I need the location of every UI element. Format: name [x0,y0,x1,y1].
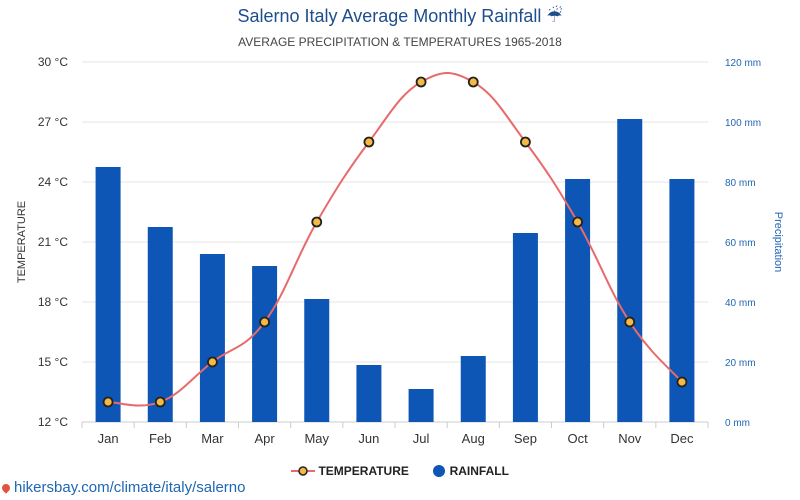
right-tick-label: 100 mm [725,118,761,129]
rainfall-bar[interactable] [304,299,330,422]
x-tick-label: Aug [462,431,485,446]
legend-rainfall-label: RAINFALL [449,464,509,479]
left-tick-label: 30 °C [38,55,68,69]
legend: TEMPERATURE RAINFALL [0,463,800,478]
rainfall-bar[interactable] [95,167,121,422]
x-tick-label: Dec [670,431,694,446]
chart-title: Salerno Italy Average Monthly Rainfall ☔ [237,6,563,26]
temperature-point[interactable] [415,76,427,88]
temperature-point[interactable] [572,216,583,228]
rainfall-bar[interactable] [356,365,382,422]
rainfall-bar[interactable] [565,179,591,422]
x-tick-label: Jan [98,431,119,446]
right-tick-label: 0 mm [725,418,750,429]
left-tick-label: 24 °C [38,175,68,189]
left-tick-label: 12 °C [38,415,68,429]
source-text: hikersbay.com/climate/italy/salerno [14,479,246,496]
right-tick-label: 80 mm [725,178,756,189]
x-tick-label: Apr [254,431,275,446]
location-pin-icon [0,482,12,494]
rainfall-bar[interactable] [147,227,173,422]
x-tick-label: Mar [201,431,224,446]
temperature-line [108,72,683,407]
temperature-point[interactable] [102,396,114,408]
temperature-point[interactable] [520,136,531,148]
x-tick-label: Jun [358,431,379,446]
source-link[interactable]: hikersbay.com/climate/italy/salerno [0,479,246,496]
right-tick-label: 120 mm [725,58,761,69]
legend-rainfall-marker [433,465,446,478]
temperature-point[interactable] [259,316,270,328]
x-tick-label: Feb [149,431,171,446]
x-tick-label: Nov [618,431,642,446]
rainfall-bar[interactable] [460,356,486,422]
right-tick-label: 40 mm [725,298,756,309]
temperature-point[interactable] [467,76,479,88]
right-tick-label: 60 mm [725,238,756,249]
rainfall-bar[interactable] [408,389,434,422]
legend-rainfall[interactable]: RAINFALL [432,463,509,478]
legend-temperature-label: TEMPERATURE [318,464,409,479]
left-tick-label: 27 °C [38,115,68,129]
x-tick-label: May [304,431,329,446]
chart-subtitle: AVERAGE PRECIPITATION & TEMPERATURES 196… [238,35,562,49]
legend-temperature[interactable]: TEMPERATURE [291,463,409,478]
temperature-point[interactable] [624,316,636,328]
rainfall-bar[interactable] [617,119,643,422]
temperature-point[interactable] [207,356,218,368]
x-tick-label: Oct [567,431,588,446]
left-tick-label: 18 °C [38,295,68,309]
temperature-point[interactable] [154,396,166,408]
rainfall-bar[interactable] [199,254,225,422]
left-tick-label: 21 °C [38,235,68,249]
legend-temperature-marker [291,466,316,476]
left-tick-label: 15 °C [38,355,68,369]
rainfall-bar[interactable] [512,233,538,422]
rainfall-bar[interactable] [252,266,278,422]
x-tick-label: Sep [514,431,537,446]
x-tick-label: Jul [413,431,430,446]
temperature-point[interactable] [311,216,323,228]
temperature-point[interactable] [363,136,375,148]
temperature-point[interactable] [676,376,688,388]
right-tick-label: 20 mm [725,358,756,369]
